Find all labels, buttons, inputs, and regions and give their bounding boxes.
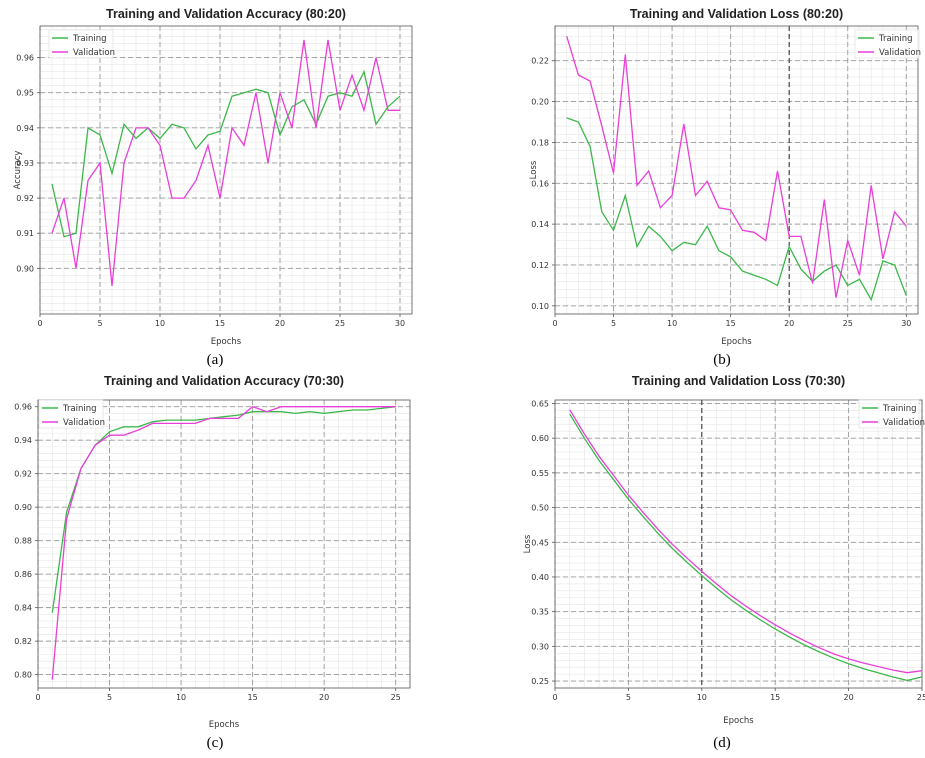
y-axis-label: Accuracy [13, 151, 23, 190]
y-tick-label: 0.25 [531, 677, 549, 686]
legend: Training Validation [855, 30, 921, 58]
x-tick-label: 10 [667, 319, 677, 328]
chart-panel-0: 0 5 10 15 20 25 300.900.910.920.930.940.950.96… [13, 7, 412, 368]
legend-label-training: Training [882, 404, 917, 414]
x-axis-label: Epochs [723, 716, 754, 726]
subfigure-caption: (b) [713, 352, 731, 368]
y-tick-label: 0.84 [14, 604, 32, 613]
y-axis-label: Loss [523, 534, 533, 553]
y-tick-label: 0.22 [531, 57, 549, 66]
chart-panel-1: 0 5 10 15 20 25 30 0.10 0.12 0.14 0.16 0.18 0.20 0.22… [529, 7, 921, 368]
plot-frame [555, 26, 918, 314]
x-tick-label: 15 [248, 693, 258, 702]
y-tick-label: 0.12 [531, 261, 549, 270]
x-tick-label: 20 [275, 319, 285, 328]
y-tick-label: 0.50 [531, 504, 549, 513]
x-tick-label: 5 [107, 693, 112, 702]
y-tick-label: 0.96 [14, 403, 32, 412]
legend-label-validation: Validation [883, 418, 925, 428]
x-tick-label: 25 [391, 693, 401, 702]
y-tick-label: 0.92 [14, 470, 32, 479]
y-tick-label: 0.91 [16, 229, 34, 238]
y-tick-label: 0.94 [16, 124, 34, 133]
y-tick-label: 0.18 [531, 138, 549, 147]
y-tick-label: 0.65 [531, 399, 549, 408]
y-tick-label: 0.96 [16, 54, 34, 63]
x-tick-label: 10 [176, 693, 186, 702]
x-tick-label: 25 [843, 319, 853, 328]
x-tick-label: 0 [552, 693, 557, 702]
chart-title: Training and Validation Accuracy (70:30) [104, 374, 344, 388]
x-tick-label: 30 [395, 319, 405, 328]
legend-label-training: Training [878, 34, 913, 44]
legend-label-validation: Validation [63, 418, 105, 428]
x-tick-label: 5 [611, 319, 616, 328]
chart-title: Training and Validation Accuracy (80:20) [106, 7, 346, 21]
y-tick-label: 0.30 [531, 642, 549, 651]
y-tick-label: 0.90 [16, 264, 34, 273]
y-axis-label: Loss [529, 160, 539, 179]
x-tick-label: 5 [97, 319, 102, 328]
legend: Training Validation [39, 400, 105, 428]
y-tick-label: 0.90 [14, 503, 32, 512]
y-tick-label: 0.80 [14, 671, 32, 680]
legend-label-training: Training [62, 404, 97, 414]
y-tick-label: 0.45 [531, 538, 549, 547]
y-tick-label: 0.60 [531, 434, 549, 443]
x-tick-label: 10 [155, 319, 165, 328]
y-tick-label: 0.94 [14, 436, 32, 445]
y-tick-label: 0.16 [531, 179, 549, 188]
x-tick-label: 25 [917, 693, 925, 702]
chart-title: Training and Validation Loss (70:30) [632, 374, 845, 388]
y-tick-label: 0.88 [14, 537, 32, 546]
y-tick-label: 0.55 [531, 469, 549, 478]
x-axis-label: Epochs [211, 337, 242, 347]
plot-frame [555, 400, 922, 688]
x-tick-label: 20 [844, 693, 854, 702]
x-tick-label: 15 [215, 319, 225, 328]
x-tick-label: 0 [35, 693, 40, 702]
x-tick-label: 15 [770, 693, 780, 702]
x-tick-label: 15 [726, 319, 736, 328]
x-axis-label: Epochs [209, 720, 240, 730]
chart-title: Training and Validation Loss (80:20) [630, 7, 843, 21]
x-tick-label: 5 [626, 693, 631, 702]
x-axis-label: Epochs [721, 337, 752, 347]
legend: Training Validation [49, 30, 115, 58]
y-tick-label: 0.35 [531, 608, 549, 617]
x-tick-label: 20 [784, 319, 794, 328]
y-tick-label: 0.14 [531, 220, 549, 229]
subfigure-caption: (a) [207, 352, 224, 368]
x-tick-label: 0 [37, 319, 42, 328]
x-tick-label: 0 [552, 319, 557, 328]
legend-label-validation: Validation [879, 48, 921, 58]
x-tick-label: 30 [901, 319, 911, 328]
subfigure-caption: (d) [713, 735, 731, 751]
chart-panel-3: 0 5 10 15 20 25 0.25 0.30 0.35 0.40 0.45 0.50 0.55 0.… [523, 374, 925, 751]
y-tick-label: 0.10 [531, 302, 549, 311]
chart-panel-2: 0 5 10 15 20 25 0.80 0.82 0.84 0.86 0.88 0.90 0.92 0.… [14, 374, 410, 751]
y-tick-label: 0.92 [16, 194, 34, 203]
x-tick-label: 20 [319, 693, 329, 702]
y-tick-label: 0.82 [14, 637, 32, 646]
y-tick-label: 0.95 [16, 89, 34, 98]
y-tick-label: 0.40 [531, 573, 549, 582]
x-tick-label: 25 [335, 319, 345, 328]
legend-label-validation: Validation [73, 48, 115, 58]
y-tick-label: 0.86 [14, 570, 32, 579]
y-tick-label: 0.20 [531, 98, 549, 107]
subfigure-caption: (c) [207, 735, 224, 751]
legend: Training Validation [859, 400, 925, 428]
series-line-training [567, 118, 907, 300]
x-tick-label: 10 [697, 693, 707, 702]
legend-label-training: Training [72, 34, 107, 44]
